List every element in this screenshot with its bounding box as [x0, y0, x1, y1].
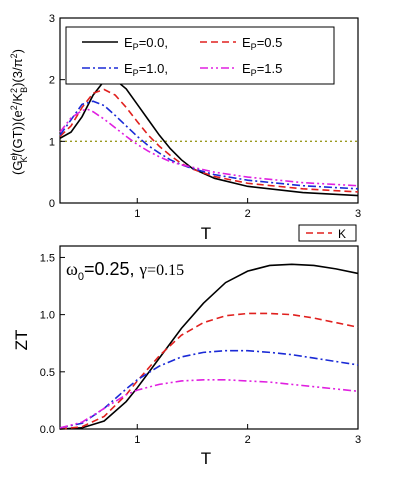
bottom-x-axis-label: T — [201, 449, 211, 468]
top-y-tick-label-3: 3 — [49, 13, 55, 25]
bottom-plot-frame — [59, 245, 359, 430]
top-x-tick-label-2: 3 — [355, 208, 361, 220]
bottom-y-tick-label-3: 1.5 — [40, 252, 55, 264]
bottom-series-line-1 — [59, 312, 359, 430]
k-legend-label: K — [338, 227, 346, 241]
bottom-y-tick-label-2: 1.0 — [40, 310, 55, 322]
top-x-axis-label: T — [201, 224, 211, 243]
bottom-series-line-3 — [59, 379, 359, 429]
top-series-line-2 — [59, 100, 359, 190]
top-series-line-0 — [59, 76, 359, 197]
bottom-series-line-2 — [59, 349, 359, 429]
legend-label-ep15: EP=1.5 — [242, 61, 282, 78]
bottom-panel-title: ω0=0.25, γ=0.15 — [66, 259, 184, 283]
bottom-x-tick-label-1: 2 — [245, 434, 251, 446]
bottom-ticks-group: 1 2 3 0.0 0.5 1.0 1.5 — [40, 252, 361, 446]
legend-label-ep10: EP=1.0, — [124, 61, 168, 78]
bottom-x-tick-label-2: 3 — [355, 434, 361, 446]
top-plot-frame — [59, 17, 359, 204]
bottom-series-line-0 — [59, 263, 359, 430]
legend-label-ep00: EP=0.0, — [124, 35, 168, 52]
legend-label-ep05: EP=0.5 — [242, 35, 282, 52]
top-y-tick-label-0: 0 — [49, 198, 55, 210]
bottom-x-tick-label-0: 1 — [134, 434, 140, 446]
top-y-tick-label-2: 2 — [49, 75, 55, 87]
top-series-line-1 — [59, 88, 359, 193]
top-y-axis-label: (GelK/(GT))(e2/K2B)(3/π2) — [9, 49, 29, 175]
top-legend-box — [65, 26, 335, 85]
top-ticks-group: 1 2 3 0 1 2 3 — [49, 13, 361, 220]
top-panel: 1 2 3 0 1 2 3 EP=0.0, EP=0.5 EP=1.0, EP=1.5 (G… — [9, 13, 361, 243]
k-legend-box — [298, 224, 357, 242]
bottom-y-axis-label: ZT — [12, 330, 31, 351]
bottom-series-group — [59, 263, 359, 430]
bottom-y-tick-label-1: 0.5 — [40, 367, 55, 379]
top-y-tick-label-1: 1 — [49, 136, 55, 148]
bottom-y-tick-label-0: 0.0 — [40, 424, 55, 436]
top-series-group — [59, 76, 359, 197]
top-x-tick-label-1: 2 — [245, 208, 251, 220]
bottom-panel: 1 2 3 0.0 0.5 1.0 1.5 ω0=0.25, γ=0.15 ZT T — [12, 245, 361, 468]
top-x-tick-label-0: 1 — [134, 208, 140, 220]
